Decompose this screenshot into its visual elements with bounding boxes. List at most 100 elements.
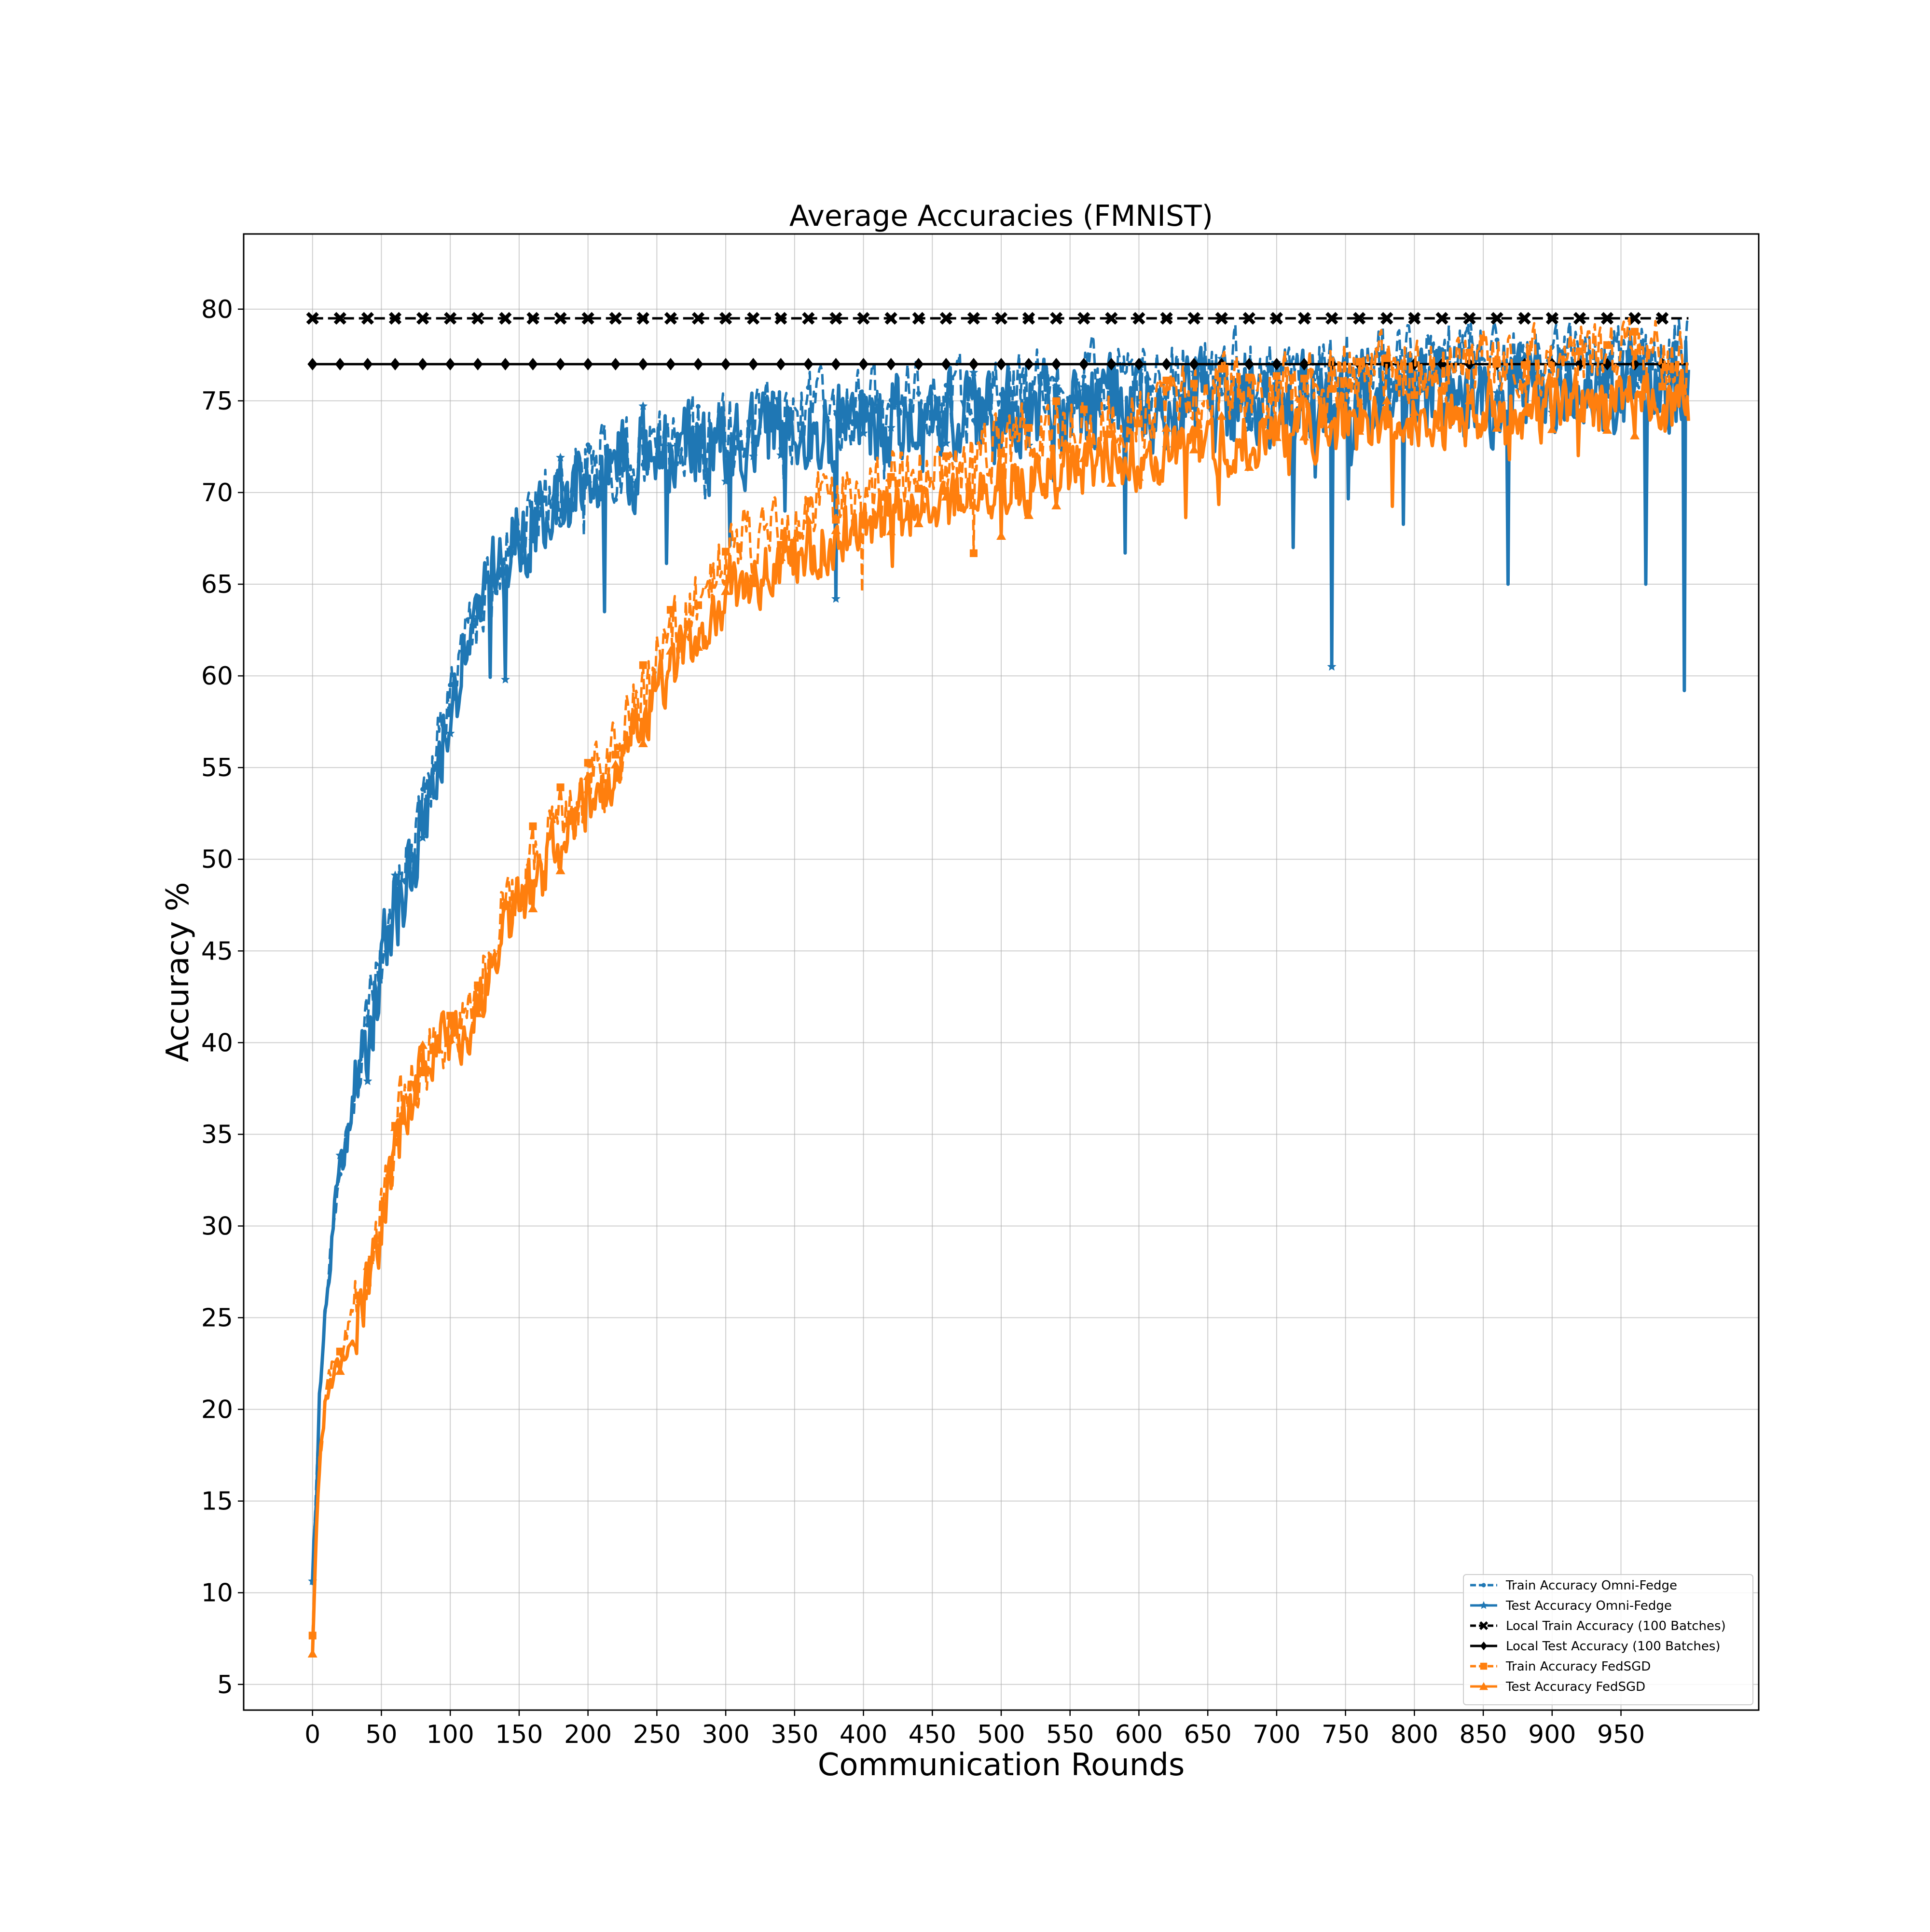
marker-x <box>444 312 457 325</box>
marker-triangle <box>1602 425 1612 434</box>
marker-diamond <box>417 357 428 370</box>
marker-x <box>1050 312 1063 325</box>
marker-star <box>1051 382 1061 391</box>
marker-diamond <box>1244 357 1254 370</box>
marker-point <box>916 391 921 396</box>
marker-point <box>613 497 618 502</box>
marker-x <box>1105 312 1118 325</box>
marker-x <box>471 312 484 325</box>
marker-square <box>1658 383 1667 391</box>
marker-diamond <box>500 357 510 370</box>
marker-star <box>500 674 510 684</box>
marker-triangle <box>1271 432 1282 441</box>
marker-x <box>1160 312 1173 325</box>
y-tick-label: 75 <box>201 387 233 416</box>
marker-triangle <box>1216 411 1227 420</box>
marker-triangle <box>610 759 620 768</box>
marker-diamond <box>1106 357 1117 370</box>
marker-star <box>473 612 482 621</box>
y-tick-label: 60 <box>201 662 233 691</box>
marker-star <box>666 441 676 451</box>
legend-entry: Train Accuracy FedSGD <box>1470 1659 1651 1674</box>
marker-point <box>1522 355 1527 360</box>
marker-triangle <box>307 1648 317 1658</box>
marker-x <box>691 312 705 325</box>
legend-label: Local Train Accuracy (100 Batches) <box>1506 1619 1726 1633</box>
marker-diamond <box>858 357 868 370</box>
marker-diamond <box>390 357 400 370</box>
marker-x <box>1297 312 1311 325</box>
marker-x <box>857 312 870 325</box>
marker-triangle <box>721 586 731 595</box>
marker-x <box>609 312 622 325</box>
marker-triangle <box>1492 423 1502 432</box>
marker-square <box>1480 1662 1488 1670</box>
marker-triangle <box>968 500 979 509</box>
y-axis-label: Accuracy % <box>160 882 196 1062</box>
marker-triangle <box>1051 500 1062 509</box>
marker-star <box>1327 662 1337 671</box>
marker-star <box>363 1076 372 1085</box>
marker-square <box>666 606 675 614</box>
marker-star <box>831 594 841 603</box>
marker-star <box>1492 388 1502 397</box>
series-layer <box>306 312 1690 1658</box>
marker-x <box>912 312 925 325</box>
marker-point <box>696 404 701 409</box>
legend-label: Test Accuracy FedSGD <box>1505 1680 1645 1694</box>
marker-diamond <box>307 357 318 370</box>
marker-x <box>1479 1621 1489 1631</box>
marker-square <box>914 484 923 493</box>
marker-x <box>1187 312 1200 325</box>
marker-x <box>1573 312 1586 325</box>
marker-star <box>693 423 703 432</box>
y-tick-label: 10 <box>201 1579 233 1608</box>
marker-x <box>581 312 594 325</box>
marker-square <box>1355 357 1364 366</box>
legend-entry: Test Accuracy FedSGD <box>1470 1680 1645 1694</box>
marker-star <box>1162 443 1172 452</box>
marker-star <box>583 478 593 487</box>
marker-diamond <box>803 357 813 370</box>
marker-star <box>803 453 813 463</box>
x-tick-label: 950 <box>1597 1720 1645 1749</box>
marker-diamond <box>1271 357 1282 370</box>
marker-triangle <box>886 526 896 535</box>
marker-square <box>722 548 730 556</box>
marker-triangle <box>913 518 924 527</box>
marker-triangle <box>1079 453 1089 462</box>
marker-diamond <box>1299 357 1310 370</box>
marker-triangle <box>1657 412 1668 421</box>
marker-x <box>636 312 649 325</box>
marker-x <box>1325 312 1338 325</box>
x-tick-label: 500 <box>977 1720 1025 1749</box>
marker-square <box>529 822 537 830</box>
marker-triangle <box>1409 407 1420 416</box>
marker-diamond <box>1051 357 1062 370</box>
marker-square <box>1080 405 1088 413</box>
marker-square <box>1300 374 1308 383</box>
marker-diamond <box>472 357 483 370</box>
marker-star <box>390 870 400 879</box>
marker-star <box>611 450 620 459</box>
marker-star <box>721 477 731 486</box>
marker-square <box>832 516 840 524</box>
marker-triangle <box>1382 396 1392 405</box>
marker-triangle <box>1327 419 1337 428</box>
marker-square <box>1217 365 1226 373</box>
marker-star <box>638 401 648 410</box>
marker-square <box>1272 372 1281 380</box>
y-tick-label: 15 <box>201 1487 233 1516</box>
marker-diamond <box>445 357 455 370</box>
marker-x <box>526 312 539 325</box>
marker-square <box>1328 385 1336 393</box>
marker-square <box>1052 397 1061 405</box>
marker-square <box>556 783 565 792</box>
marker-square <box>1493 359 1501 368</box>
marker-star <box>528 536 538 545</box>
x-tick-label: 0 <box>304 1720 320 1749</box>
marker-x <box>939 312 952 325</box>
marker-diamond <box>583 357 593 370</box>
marker-triangle <box>803 515 813 524</box>
